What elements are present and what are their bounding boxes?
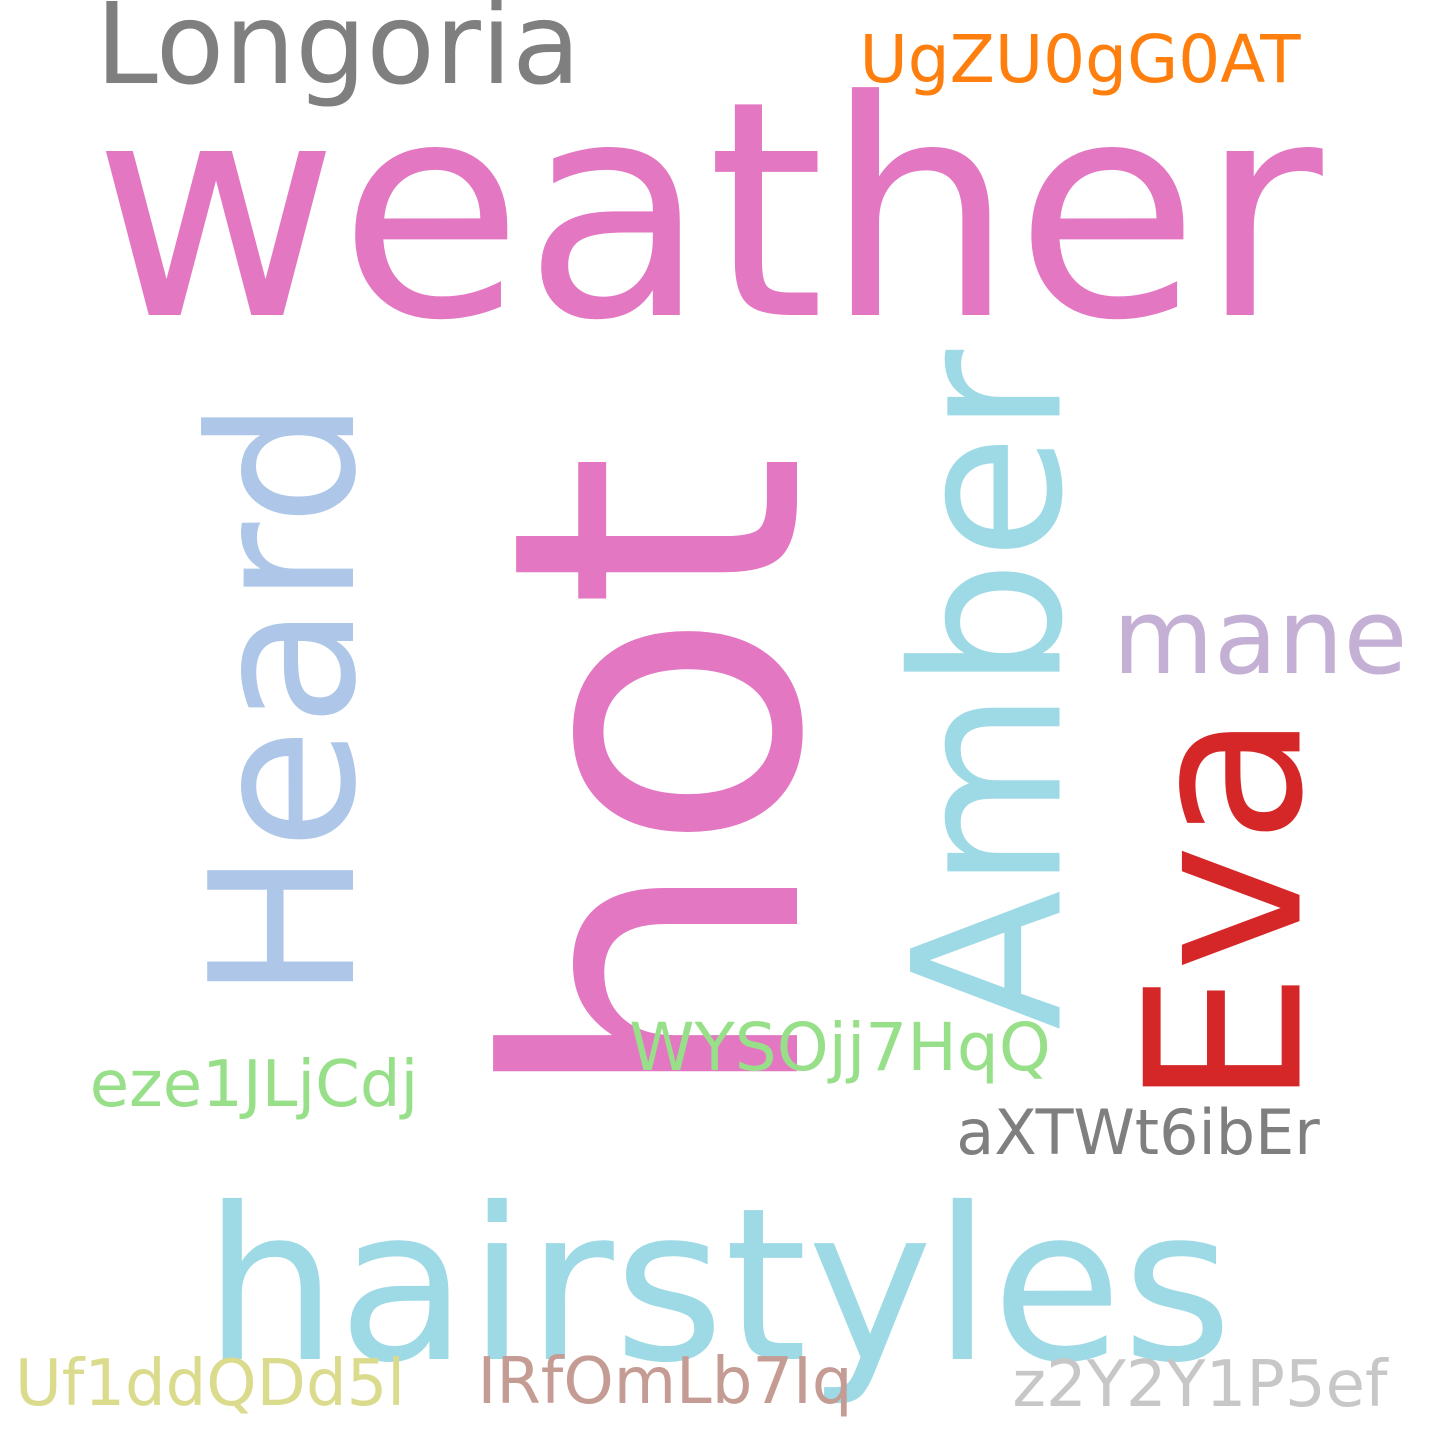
word-amber: Amber bbox=[870, 349, 1109, 1031]
word-mane: mane bbox=[1112, 576, 1408, 698]
word-z2y2y1p5ef: z2Y2Y1P5ef bbox=[1012, 1348, 1388, 1422]
word-axtwt6iber: aXTWt6ibEr bbox=[956, 1096, 1320, 1169]
word-eva: Eva bbox=[1099, 712, 1351, 1108]
word-heard: Heard bbox=[168, 399, 401, 1001]
word-hairstyles: hairstyles bbox=[203, 1162, 1233, 1409]
word-ugzu0gg0at: UgZU0gG0AT bbox=[859, 21, 1301, 98]
word-uf1ddqdd5l: Uf1ddQDd5l bbox=[14, 1347, 406, 1421]
word-irfomlb7iq: IRfOmLb7Iq bbox=[477, 1345, 853, 1419]
word-longoria: Longoria bbox=[95, 0, 581, 110]
word-wysojj7hqq: WYSOjj7HqQ bbox=[629, 1009, 1051, 1086]
word-weather: weather bbox=[93, 37, 1323, 386]
word-eze1jljcdj: eze1JLjCdj bbox=[89, 1048, 419, 1122]
